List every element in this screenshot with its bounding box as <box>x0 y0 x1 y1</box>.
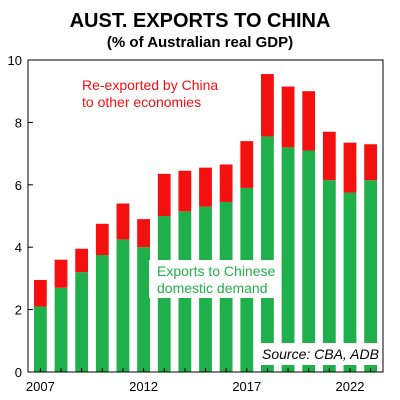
y-tick-label: 6 <box>15 178 22 193</box>
bars-group <box>33 74 378 372</box>
source-note: Source: CBA, ADB <box>262 346 379 362</box>
green-label-line-2: domestic demand <box>157 280 268 296</box>
y-tick-label: 8 <box>15 115 22 130</box>
x-axis: 2007 2012 2017 2022 <box>26 368 372 394</box>
y-axis: 0 2 4 6 8 10 <box>8 53 33 380</box>
bar-domestic-2022 <box>343 192 357 372</box>
y-tick-label: 0 <box>15 365 22 380</box>
x-tick-label: 2007 <box>26 379 55 394</box>
bar-domestic-2011 <box>116 239 130 372</box>
green-label: Exports to Chinese domestic demand <box>157 263 279 296</box>
bar-reexported-2014 <box>178 170 192 212</box>
red-label: Re-exported by China to other economies <box>82 77 222 110</box>
bar-reexported-2012 <box>137 219 150 248</box>
bar-reexported-2021 <box>322 131 336 181</box>
bar-domestic-2008 <box>54 287 68 372</box>
x-tick-label: 2022 <box>336 379 365 394</box>
y-tick-label: 10 <box>8 53 22 68</box>
bar-reexported-2011 <box>116 203 130 240</box>
chart-subtitle: (% of Australian real GDP) <box>107 34 293 51</box>
bar-reexported-2013 <box>157 173 171 216</box>
red-label-line-2: to other economies <box>82 94 201 110</box>
green-label-line-1: Exports to Chinese <box>157 263 275 279</box>
green-label-background <box>149 260 280 298</box>
x-tick-label: 2017 <box>232 379 261 394</box>
bar-domestic-2012 <box>137 247 150 372</box>
bar-reexported-2018 <box>261 74 274 137</box>
bar-reexported-2022 <box>343 142 357 193</box>
red-label-line-1: Re-exported by China <box>82 77 218 93</box>
y-tick-label: 2 <box>15 303 22 318</box>
bar-reexported-2019 <box>281 86 295 148</box>
plot-frame <box>27 59 384 373</box>
bar-domestic-2009 <box>75 272 89 372</box>
bar-reexported-2009 <box>75 248 89 273</box>
bar-reexported-2023 <box>364 144 378 181</box>
red-label-background <box>74 74 232 112</box>
bar-domestic-2007 <box>33 306 47 372</box>
source-background <box>256 343 380 365</box>
bar-reexported-2017 <box>240 141 254 188</box>
y-tick-label: 4 <box>15 240 22 255</box>
bar-reexported-2016 <box>219 164 233 202</box>
bar-domestic-2023 <box>364 180 378 372</box>
bar-domestic-2021 <box>322 180 336 372</box>
bar-domestic-2010 <box>95 255 109 372</box>
chart-title: AUST. EXPORTS TO CHINA <box>70 10 331 32</box>
bar-reexported-2007 <box>33 279 47 307</box>
bar-domestic-2019 <box>281 147 295 372</box>
bar-reexported-2010 <box>95 223 109 255</box>
bar-reexported-2020 <box>302 91 316 151</box>
x-tick-label: 2012 <box>129 379 158 394</box>
bar-domestic-2018 <box>261 136 274 372</box>
bar-reexported-2008 <box>54 259 68 288</box>
bar-reexported-2015 <box>199 167 212 207</box>
bar-domestic-2020 <box>302 150 316 372</box>
